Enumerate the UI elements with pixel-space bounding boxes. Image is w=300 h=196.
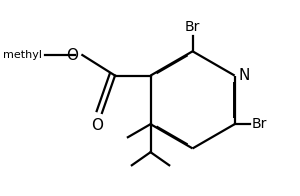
Text: O: O bbox=[91, 118, 103, 133]
Text: O: O bbox=[67, 48, 79, 63]
Text: methyl: methyl bbox=[3, 50, 42, 60]
Text: Br: Br bbox=[251, 117, 267, 131]
Text: Br: Br bbox=[185, 21, 200, 34]
Text: N: N bbox=[238, 68, 250, 83]
